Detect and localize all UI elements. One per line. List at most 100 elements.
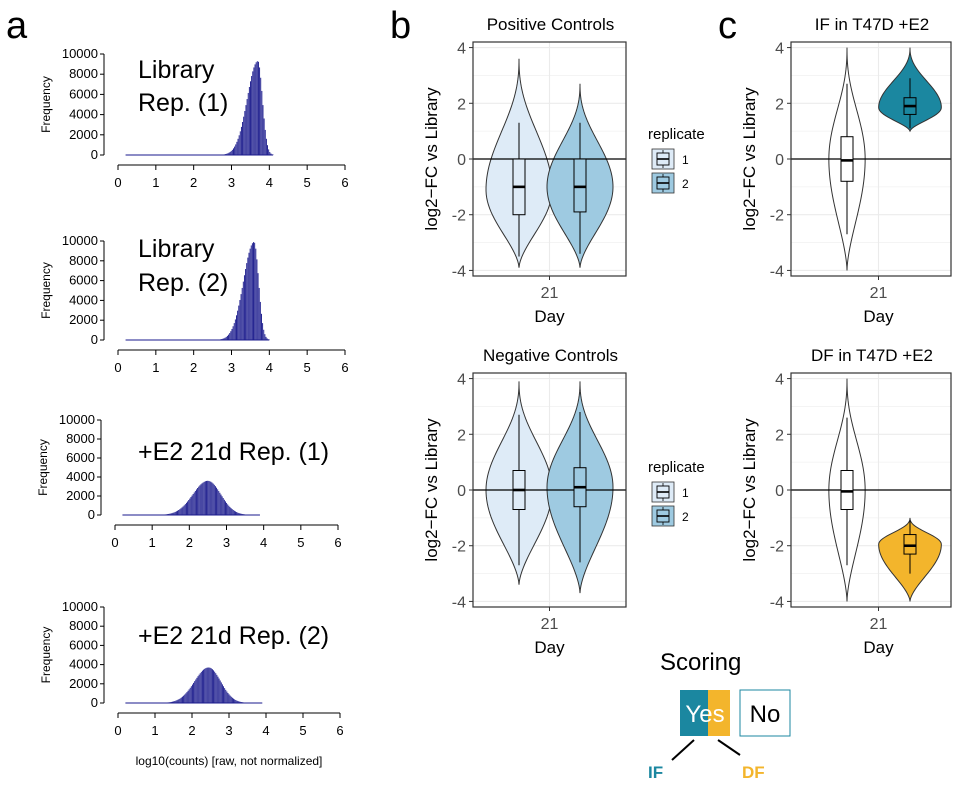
legend-entry-label: 1 xyxy=(682,486,689,500)
histogram-bar xyxy=(191,495,193,515)
y-tick-label: -2 xyxy=(770,539,784,556)
histogram-bar xyxy=(193,682,195,703)
histogram-bar xyxy=(245,269,247,340)
x-axis-label: Day xyxy=(534,307,565,326)
histogram-bar xyxy=(255,248,257,340)
y-axis-label: log2−FC vs Library xyxy=(740,418,759,562)
histogram-bar xyxy=(209,481,211,515)
histogram-bar xyxy=(253,242,254,340)
violin-if-t47d: -4 -2 0 2 4 21 Day log2−FC vs Library IF in T47D… xyxy=(740,15,952,326)
histogram-bar xyxy=(212,483,214,515)
panel-letter-c: c xyxy=(718,5,737,47)
histogram-title-line: Rep. (1) xyxy=(138,89,228,117)
histogram-bar xyxy=(255,62,257,155)
x-tick-label: 6 xyxy=(334,535,341,550)
box-iqr xyxy=(573,158,587,213)
y-tick-label: 0 xyxy=(91,695,98,710)
y-tick-label: 10000 xyxy=(62,233,98,248)
histogram-bar xyxy=(196,489,197,515)
histogram-bar xyxy=(243,116,245,155)
histogram-bar xyxy=(240,126,242,155)
histogram-bar xyxy=(247,92,249,155)
x-tick-label: 2 xyxy=(190,175,197,190)
histogram-bar xyxy=(229,695,231,703)
y-tick-label: -4 xyxy=(770,263,784,280)
x-tick-label: 1 xyxy=(152,175,159,190)
histogram-bar xyxy=(215,673,217,703)
histogram-bar xyxy=(249,248,251,340)
y-axis-label: Frequency xyxy=(39,76,53,133)
histogram-bar xyxy=(264,129,266,155)
histogram-bar xyxy=(226,153,228,155)
x-tick-label: 6 xyxy=(336,723,343,738)
histogram-bar xyxy=(228,694,230,703)
x-tick-label: 3 xyxy=(223,535,230,550)
x-tick-label: 5 xyxy=(297,535,304,550)
y-axis-label: log2−FC vs Library xyxy=(740,87,759,231)
scoring-if-pointer xyxy=(671,739,695,761)
box-iqr xyxy=(903,534,917,555)
x-tick-label: 4 xyxy=(262,723,269,738)
chart-title: IF in T47D +E2 xyxy=(815,15,930,34)
histogram-bar xyxy=(190,497,192,515)
histogram-bar xyxy=(250,81,251,155)
x-tick-label: 4 xyxy=(266,360,273,375)
x-tick-label: 1 xyxy=(149,535,156,550)
y-tick-label: -4 xyxy=(770,594,784,611)
histogram-bar xyxy=(207,667,209,703)
histogram-bar xyxy=(268,149,270,155)
y-tick-label: 4 xyxy=(457,41,466,58)
y-tick-label: -4 xyxy=(452,263,466,280)
x-tick-label: 6 xyxy=(341,175,348,190)
histogram-bar xyxy=(252,71,254,155)
histogram-bar xyxy=(217,489,219,515)
histogram-bar xyxy=(239,513,241,515)
x-tick-label: 4 xyxy=(266,175,273,190)
y-tick-label: 0 xyxy=(457,152,466,169)
histogram-bar xyxy=(207,480,209,515)
histogram-bar xyxy=(225,689,227,703)
y-tick-label: 6000 xyxy=(69,86,98,101)
histogram-bar xyxy=(237,512,239,515)
histogram-bar xyxy=(182,696,183,703)
y-tick-label: -2 xyxy=(452,539,466,556)
histogram-bar xyxy=(179,698,181,703)
histogram-bar xyxy=(222,498,224,515)
histogram-bar xyxy=(264,334,266,340)
y-axis-label: Frequency xyxy=(36,439,50,496)
histogram-e2-21d-rep-1: 0 1 2 3 4 5 6 0 2000 4000 6000 8000 10000 Frequency +E… xyxy=(36,412,342,550)
histogram-bar xyxy=(248,252,250,340)
histogram-bar xyxy=(231,509,233,515)
legend-entry-label: 2 xyxy=(682,177,689,191)
histogram-bar xyxy=(227,692,229,703)
scoring-df-pointer xyxy=(717,739,741,756)
x-tick-label: 21 xyxy=(870,616,888,633)
histogram-bar xyxy=(233,323,235,340)
histogram-bar xyxy=(256,61,258,156)
y-axis-label: log2−FC vs Library xyxy=(422,87,441,231)
y-tick-label: 2 xyxy=(457,427,466,444)
histogram-bar xyxy=(254,242,256,340)
y-tick-label: 4000 xyxy=(66,469,95,484)
histogram-bar xyxy=(214,486,216,515)
histogram-bar xyxy=(183,695,185,703)
histogram-bar xyxy=(205,668,207,703)
histogram-bar xyxy=(223,686,224,703)
histogram-title-line: +E2 21d Rep. (2) xyxy=(138,622,329,650)
histogram-bar xyxy=(220,494,222,515)
x-tick-label: 6 xyxy=(341,360,348,375)
histogram-bar xyxy=(199,673,201,703)
scoring-legend: Scoring Yes No IF DF xyxy=(648,649,791,782)
histogram-bar xyxy=(236,512,238,515)
y-tick-label: -4 xyxy=(452,594,466,611)
y-tick-label: 4 xyxy=(775,41,784,58)
histogram-bar xyxy=(203,481,205,515)
histogram-bar xyxy=(202,482,204,515)
histogram-bar xyxy=(236,315,237,340)
histogram-bar xyxy=(189,687,191,703)
histogram-bar xyxy=(234,319,236,340)
histogram-bar xyxy=(183,505,185,515)
histogram-bar xyxy=(173,512,175,515)
histogram-bar xyxy=(217,676,219,703)
x-tick-label: 0 xyxy=(111,535,118,550)
